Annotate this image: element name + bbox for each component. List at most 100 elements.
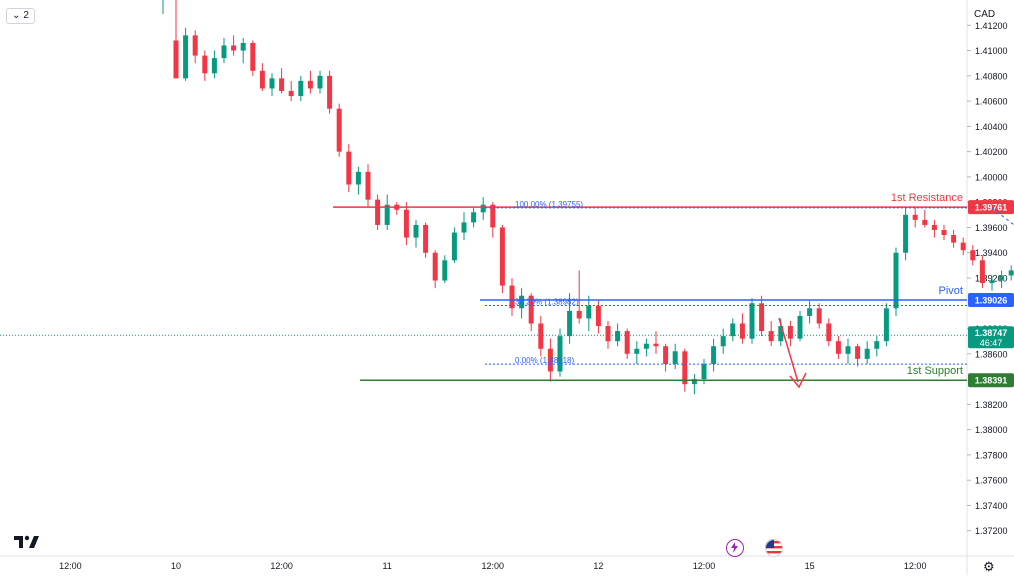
candle[interactable] — [893, 252, 899, 309]
candle[interactable] — [749, 303, 755, 339]
y-tick-label: 1.40600 — [975, 97, 1008, 107]
candle[interactable] — [874, 341, 880, 349]
candle[interactable] — [999, 275, 1005, 281]
candle[interactable] — [970, 250, 976, 261]
candle[interactable] — [682, 351, 688, 385]
candle[interactable] — [653, 343, 659, 347]
lightning-icon[interactable] — [726, 539, 744, 557]
candle[interactable] — [269, 78, 275, 89]
candle[interactable] — [883, 308, 889, 342]
fib-level-label: 38.20% (1.38982) — [515, 298, 579, 307]
candle[interactable] — [327, 75, 333, 109]
candle[interactable] — [317, 75, 323, 89]
candle[interactable] — [634, 348, 640, 354]
candle[interactable] — [739, 323, 745, 339]
candle[interactable] — [221, 45, 227, 59]
candle[interactable] — [557, 336, 563, 372]
candle[interactable] — [528, 295, 534, 324]
collapse-indicators-button[interactable]: ⌄ 2 — [6, 8, 35, 24]
candle[interactable] — [864, 348, 870, 359]
candle[interactable] — [298, 80, 304, 97]
candle[interactable] — [691, 379, 697, 385]
candle[interactable] — [663, 346, 669, 364]
tradingview-logo-icon[interactable] — [14, 535, 40, 549]
candle[interactable] — [490, 204, 496, 228]
candle[interactable] — [595, 305, 601, 327]
candle[interactable] — [384, 204, 390, 225]
candle[interactable] — [192, 35, 198, 56]
candle[interactable] — [759, 303, 765, 332]
candle[interactable] — [816, 308, 822, 324]
candle[interactable] — [538, 323, 544, 349]
candle[interactable] — [413, 224, 419, 238]
candle[interactable] — [807, 308, 813, 316]
candle[interactable] — [250, 42, 256, 71]
candle[interactable] — [624, 331, 630, 354]
candle[interactable] — [259, 70, 265, 89]
candle[interactable] — [778, 326, 784, 342]
candle[interactable] — [787, 326, 793, 339]
candle[interactable] — [701, 363, 707, 380]
candle[interactable] — [941, 229, 947, 236]
candle[interactable] — [442, 260, 448, 281]
candle[interactable] — [279, 78, 285, 91]
candle[interactable] — [519, 295, 525, 309]
candle[interactable] — [989, 280, 995, 284]
candle[interactable] — [451, 232, 457, 261]
candle[interactable] — [922, 219, 928, 225]
candle[interactable] — [375, 199, 381, 225]
candle[interactable] — [461, 222, 467, 233]
candle[interactable] — [643, 343, 649, 349]
candle[interactable] — [173, 40, 179, 79]
candle[interactable] — [586, 305, 592, 319]
candle[interactable] — [202, 55, 208, 74]
currency-label[interactable]: CAD — [974, 9, 996, 20]
candle[interactable] — [432, 252, 438, 281]
candle[interactable] — [346, 151, 352, 185]
us-flag-icon[interactable] — [765, 539, 783, 557]
candle[interactable] — [240, 42, 246, 51]
candle[interactable] — [855, 346, 861, 359]
candle[interactable] — [903, 214, 909, 253]
candle[interactable] — [835, 341, 841, 354]
candle[interactable] — [567, 310, 573, 337]
y-tick-label: 1.40400 — [975, 122, 1008, 132]
candle[interactable] — [355, 171, 361, 185]
down-arrow[interactable] — [778, 317, 799, 383]
candle[interactable] — [183, 35, 189, 79]
candle[interactable] — [951, 235, 957, 243]
candle[interactable] — [499, 227, 505, 286]
candle[interactable] — [231, 45, 237, 51]
candle[interactable] — [288, 90, 294, 97]
candle[interactable] — [576, 310, 582, 319]
candle[interactable] — [423, 224, 429, 253]
candle[interactable] — [931, 224, 937, 230]
candle[interactable] — [605, 326, 611, 342]
candle[interactable] — [711, 346, 717, 364]
candle[interactable] — [403, 209, 409, 238]
candle[interactable] — [471, 212, 477, 223]
candle[interactable] — [768, 331, 774, 342]
candle[interactable] — [826, 323, 832, 342]
candle[interactable] — [1008, 270, 1014, 276]
candle[interactable] — [547, 348, 553, 372]
candle[interactable] — [720, 336, 726, 347]
settings-gear-icon[interactable]: ⚙ — [983, 559, 995, 574]
candle[interactable] — [960, 242, 966, 251]
candle[interactable] — [615, 331, 621, 342]
candle[interactable] — [979, 260, 985, 284]
candle[interactable] — [845, 346, 851, 354]
candle[interactable] — [672, 351, 678, 364]
candle[interactable] — [336, 108, 342, 152]
candle[interactable] — [480, 204, 486, 213]
candle[interactable] — [307, 80, 313, 89]
x-tick-label: 12:00 — [693, 561, 716, 571]
candle[interactable] — [912, 214, 918, 220]
candle[interactable] — [365, 171, 371, 200]
candle[interactable] — [797, 315, 803, 339]
candle[interactable] — [730, 323, 736, 337]
candle[interactable] — [509, 285, 515, 309]
candle[interactable] — [211, 58, 217, 74]
